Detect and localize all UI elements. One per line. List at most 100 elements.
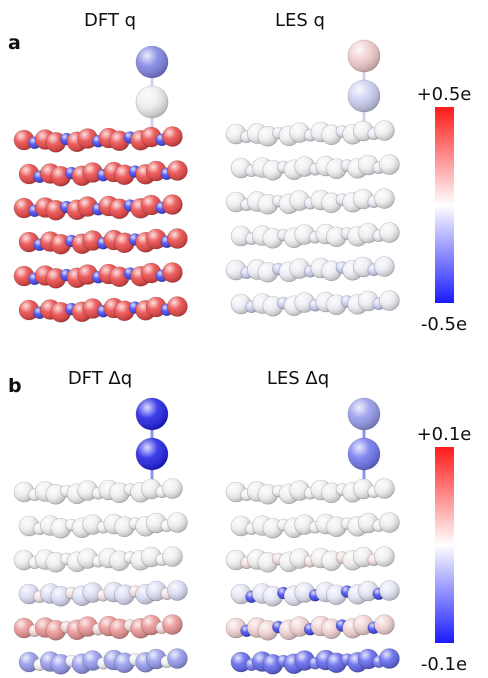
slab-large-atom xyxy=(167,512,188,533)
slab-large-atom xyxy=(18,299,40,321)
slab-large-atom xyxy=(145,648,167,670)
adsorbate-bottom-atom xyxy=(347,437,381,471)
slab-large-atom xyxy=(225,549,247,571)
slab-large-atom xyxy=(18,515,40,537)
slab-large-atom xyxy=(374,120,395,141)
slab-large-atom xyxy=(140,262,162,284)
adsorbate-bottom-atom xyxy=(135,437,169,471)
colorbar-b-min-label: -0.1e xyxy=(421,654,467,675)
slab-large-atom xyxy=(162,546,183,567)
structure-les-q xyxy=(225,39,400,317)
title-dft-dq: DFT Δq xyxy=(68,368,132,389)
slab-large-atom xyxy=(289,548,310,569)
slab-large-atom xyxy=(374,478,395,499)
adsorbate-top-atom xyxy=(347,39,381,73)
slab-large-atom xyxy=(289,480,310,501)
slab-large-atom xyxy=(82,582,103,603)
slab-large-atom xyxy=(140,478,162,500)
adsorbate-top-atom xyxy=(135,397,169,431)
slab-large-atom xyxy=(230,293,252,315)
adsorbate-top-atom xyxy=(135,45,169,79)
slab-large-atom xyxy=(162,262,183,283)
structure-dft-dq xyxy=(13,397,188,675)
slab-large-atom xyxy=(225,191,247,213)
slab-large-atom xyxy=(167,648,188,669)
slab-large-atom xyxy=(374,256,395,277)
slab-large-atom xyxy=(13,129,35,151)
title-les-dq: LES Δq xyxy=(267,368,329,389)
panel-label-a: a xyxy=(8,32,21,54)
colorbar-a xyxy=(435,107,454,303)
slab-large-atom xyxy=(352,478,374,500)
slab-large-atom xyxy=(379,154,400,175)
slab-large-atom xyxy=(374,188,395,209)
slab-large-atom xyxy=(230,651,252,673)
slab-large-atom xyxy=(82,298,103,319)
slab-large-atom xyxy=(289,258,310,279)
slab-large-atom xyxy=(145,296,167,318)
slab-large-atom xyxy=(109,482,130,504)
slab-large-atom xyxy=(145,228,167,250)
slab-large-atom xyxy=(162,614,183,635)
slab-large-atom xyxy=(77,480,98,501)
slab-large-atom xyxy=(225,617,247,639)
slab-large-atom xyxy=(379,222,400,243)
slab-large-atom xyxy=(352,614,374,636)
slab-large-atom xyxy=(379,648,400,669)
slab-large-atom xyxy=(294,650,315,671)
slab-large-atom xyxy=(18,163,40,185)
slab-large-atom xyxy=(77,128,98,149)
slab-large-atom xyxy=(357,154,379,176)
slab-large-atom xyxy=(289,190,310,211)
colorbar-b-max-label: +0.1e xyxy=(417,424,472,445)
slab-large-atom xyxy=(167,228,188,249)
slab-large-atom xyxy=(145,580,167,602)
slab-large-atom xyxy=(352,256,374,278)
slab-large-atom xyxy=(13,617,35,639)
slab-large-atom xyxy=(167,160,188,181)
slab-large-atom xyxy=(294,292,315,313)
slab-large-atom xyxy=(140,194,162,216)
colorbar-b xyxy=(435,447,454,643)
slab-large-atom xyxy=(289,616,310,637)
slab-large-atom xyxy=(294,514,315,535)
slab-large-atom xyxy=(289,122,310,143)
slab-large-atom xyxy=(167,296,188,317)
panel-label-b: b xyxy=(8,375,22,397)
structure-les-dq xyxy=(225,397,400,675)
slab-large-atom xyxy=(294,582,315,603)
slab-large-atom xyxy=(13,549,35,571)
slab-large-atom xyxy=(82,162,103,183)
slab-large-atom xyxy=(374,614,395,635)
slab-large-atom xyxy=(230,583,252,605)
slab-large-atom xyxy=(294,156,315,177)
slab-large-atom xyxy=(167,580,188,601)
adsorbate-bottom-atom xyxy=(347,79,381,113)
slab-large-atom xyxy=(230,157,252,179)
slab-large-atom xyxy=(77,616,98,637)
slab-large-atom xyxy=(357,580,379,602)
slab-large-atom xyxy=(140,546,162,568)
slab-large-atom xyxy=(379,580,400,601)
slab-large-atom xyxy=(162,478,183,499)
slab-large-atom xyxy=(357,222,379,244)
title-dft-q: DFT q xyxy=(84,10,136,31)
slab-large-atom xyxy=(77,196,98,217)
slab-large-atom xyxy=(294,224,315,245)
slab-large-atom xyxy=(162,126,183,147)
slab-large-atom xyxy=(140,614,162,636)
slab-large-atom xyxy=(225,481,247,503)
slab-large-atom xyxy=(18,231,40,253)
slab-large-atom xyxy=(82,514,103,535)
slab-large-atom xyxy=(13,481,35,503)
slab-large-atom xyxy=(230,515,252,537)
slab-large-atom xyxy=(162,194,183,215)
slab-large-atom xyxy=(140,126,162,148)
slab-large-atom xyxy=(225,259,247,281)
slab-large-atom xyxy=(357,290,379,312)
slab-large-atom xyxy=(352,188,374,210)
title-les-q: LES q xyxy=(275,10,325,31)
slab-large-atom xyxy=(145,512,167,534)
slab-large-atom xyxy=(352,120,374,142)
